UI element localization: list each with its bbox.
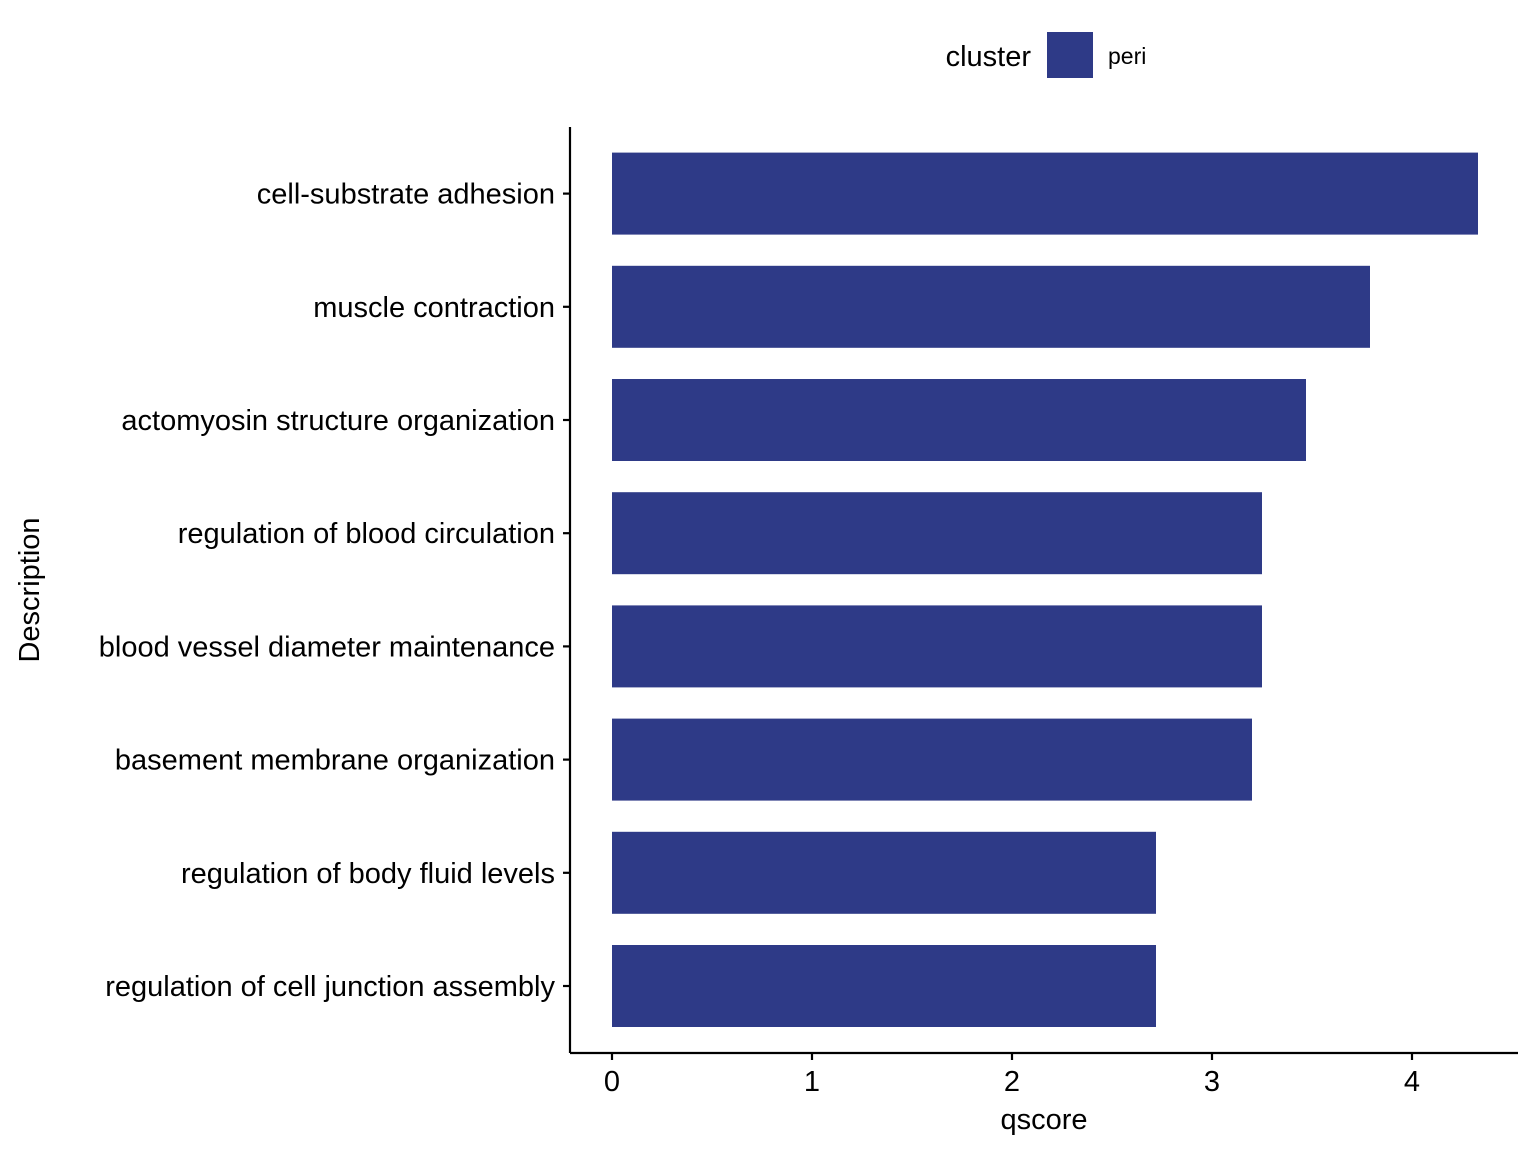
bar	[612, 718, 1252, 801]
x-tick-label: 1	[804, 1066, 820, 1098]
bar	[612, 152, 1478, 235]
y-tick-label: regulation of cell junction assembly	[105, 971, 555, 1003]
bar	[612, 605, 1262, 688]
legend-title: cluster	[946, 41, 1032, 73]
x-tick-label: 0	[604, 1066, 620, 1098]
y-tick-label: basement membrane organization	[115, 745, 555, 777]
x-tick-label: 2	[1004, 1066, 1020, 1098]
x-axis-title: qscore	[1000, 1104, 1087, 1136]
bars-group	[612, 152, 1478, 1027]
x-tick-label: 4	[1404, 1066, 1420, 1098]
y-tick-label: regulation of body fluid levels	[181, 858, 555, 890]
y-tick-label: regulation of blood circulation	[178, 518, 555, 550]
legend-swatch-peri	[1047, 32, 1093, 78]
x-axis: 0 1 2 3 4	[570, 1051, 1518, 1098]
y-axis-title: Description	[14, 517, 46, 662]
y-axis: cell-substrate adhesion muscle contractio…	[99, 127, 572, 1053]
y-tick-label: muscle contraction	[313, 292, 555, 324]
bar	[612, 265, 1370, 348]
y-tick-label: blood vessel diameter maintenance	[99, 631, 555, 663]
bar	[612, 831, 1156, 914]
bar	[612, 492, 1262, 575]
y-tick-label: actomyosin structure organization	[121, 405, 555, 437]
x-tick-label: 3	[1204, 1066, 1220, 1098]
legend-label-peri: peri	[1108, 43, 1146, 69]
bar	[612, 379, 1306, 461]
legend: cluster peri	[946, 32, 1146, 78]
y-tick-label: cell-substrate adhesion	[257, 179, 555, 211]
bar	[612, 945, 1156, 1027]
